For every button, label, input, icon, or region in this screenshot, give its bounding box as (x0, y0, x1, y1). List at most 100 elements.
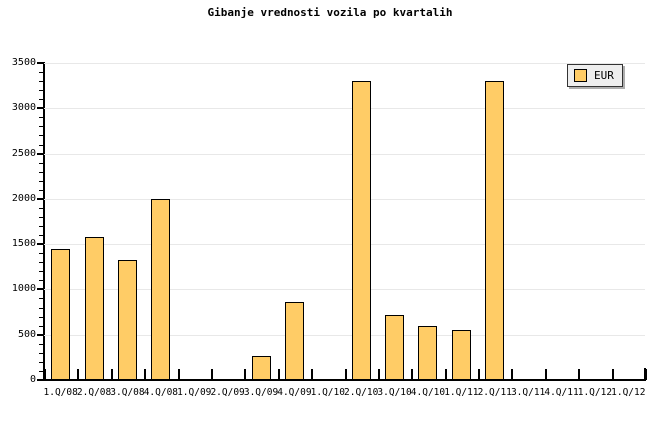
y-axis-tick-label: 3500 (11, 57, 36, 68)
y-axis-minor-tick (39, 163, 44, 164)
y-axis-minor-tick (39, 371, 44, 372)
y-axis-minor-tick (39, 262, 44, 263)
bar[interactable] (151, 198, 171, 380)
x-axis-tick-label: 1.Q/11 (444, 387, 479, 398)
plot-area (44, 63, 645, 380)
gridline (44, 198, 645, 200)
x-axis-tick (244, 369, 246, 380)
bar[interactable] (117, 260, 137, 380)
chart-title: Gibanje vrednosti vozila po kvartalih (207, 6, 453, 19)
x-axis-tick-label: 4.Q/10 (410, 387, 446, 398)
y-axis-tick (37, 379, 44, 381)
gridline (44, 244, 645, 246)
x-axis-tick-label: 1.Q/10 (310, 387, 345, 398)
x-axis-tick-label: 2.Q/10 (344, 387, 379, 398)
y-axis-minor-tick (39, 145, 44, 146)
x-axis-tick (612, 369, 614, 380)
bar[interactable] (418, 325, 438, 380)
bar[interactable] (351, 81, 371, 380)
bar[interactable] (451, 330, 471, 380)
y-axis-minor-tick (39, 362, 44, 363)
y-axis-line (43, 62, 45, 381)
y-axis-minor-tick (39, 235, 44, 236)
gridline (44, 153, 645, 155)
y-axis-tick-label: 500 (17, 328, 36, 340)
y-axis-minor-tick (39, 208, 44, 209)
y-axis-minor-tick (39, 181, 44, 182)
y-axis-tick-label: 1500 (11, 238, 36, 250)
y-axis-tick (37, 243, 44, 246)
x-axis-tick (511, 369, 513, 380)
y-axis-minor-tick (39, 280, 44, 281)
y-axis-minor-tick (39, 353, 44, 354)
y-axis-minor-tick (39, 99, 44, 100)
x-axis-tick-label: 3.Q/08 (110, 387, 145, 398)
y-axis-minor-tick (39, 317, 44, 318)
x-axis-tick-label: 3.Q/09 (243, 387, 279, 398)
x-axis-tick-label: 1.Q/12 (577, 387, 613, 398)
y-axis-minor-tick (39, 226, 44, 227)
y-axis-minor-tick (39, 126, 44, 127)
x-axis-tick-label: 1.Q/08 (43, 387, 78, 398)
bar[interactable] (284, 302, 304, 380)
y-axis-minor-tick (39, 326, 44, 327)
x-axis-tick (478, 369, 480, 380)
y-axis-minor-tick (39, 217, 44, 218)
y-axis-tick (37, 152, 44, 155)
x-axis-tick (77, 369, 79, 380)
x-axis-tick (545, 369, 547, 380)
y-axis-minor-tick (39, 308, 44, 309)
y-axis-minor-tick (39, 271, 44, 272)
bar[interactable] (251, 355, 271, 380)
y-axis-tick (37, 288, 44, 291)
x-axis-tick (144, 369, 146, 380)
x-axis-tick (44, 369, 46, 380)
legend-label-eur: EUR (594, 69, 614, 82)
y-axis-tick (37, 197, 44, 200)
x-axis-tick-label: 2.Q/11 (477, 387, 512, 398)
y-axis-minor-tick (39, 117, 44, 118)
y-axis-minor-tick (39, 90, 44, 91)
y-axis-tick (37, 333, 44, 336)
y-axis-minor-tick (39, 172, 44, 173)
x-axis-tick-label: 4.Q/11 (544, 387, 579, 398)
legend-swatch-eur (574, 69, 587, 82)
x-axis-tick-label: 2.Q/09 (210, 387, 245, 398)
x-axis-tick (311, 369, 313, 380)
y-axis-minor-tick (39, 135, 44, 136)
y-axis-tick (37, 107, 44, 110)
x-axis-tick-label: 3.Q/10 (377, 387, 412, 398)
x-axis-line (43, 379, 646, 381)
x-axis-tick (645, 369, 647, 380)
bar[interactable] (51, 248, 71, 380)
y-axis-tick-label: 2500 (11, 147, 36, 159)
bar[interactable] (84, 236, 104, 380)
gridline (44, 334, 645, 336)
x-axis-tick-label: 1.Q/09 (177, 387, 212, 398)
y-axis-tick-label: 2000 (11, 192, 36, 204)
y-axis-tick (37, 62, 44, 64)
y-axis-minor-tick (39, 190, 44, 191)
gridline (44, 289, 645, 291)
y-axis-tick-label: 3000 (11, 102, 36, 114)
x-axis-tick (111, 369, 113, 380)
x-axis-tick-label: 1.Q/12 (611, 387, 646, 398)
bar[interactable] (385, 314, 405, 380)
x-axis-tick-label: 3.Q/11 (510, 387, 546, 398)
x-axis-tick (211, 369, 213, 380)
gridline (44, 108, 645, 110)
x-axis-tick (278, 369, 280, 380)
chart-legend[interactable]: EUR (567, 64, 623, 87)
y-axis-minor-tick (39, 344, 44, 345)
x-axis-tick (378, 369, 380, 380)
bar[interactable] (485, 81, 505, 380)
x-axis-tick (178, 369, 180, 380)
y-axis-labels: 0 500 1000 1500 2000 2500 3000 3500 (0, 0, 36, 440)
x-axis-tick-label: 2.Q/08 (76, 387, 112, 398)
y-axis-minor-tick (39, 298, 44, 299)
x-axis-tick (445, 369, 447, 380)
x-axis-tick-label: 4.Q/08 (143, 387, 179, 398)
y-axis-tick-label: 0 (29, 374, 36, 385)
y-axis-minor-tick (39, 72, 44, 73)
